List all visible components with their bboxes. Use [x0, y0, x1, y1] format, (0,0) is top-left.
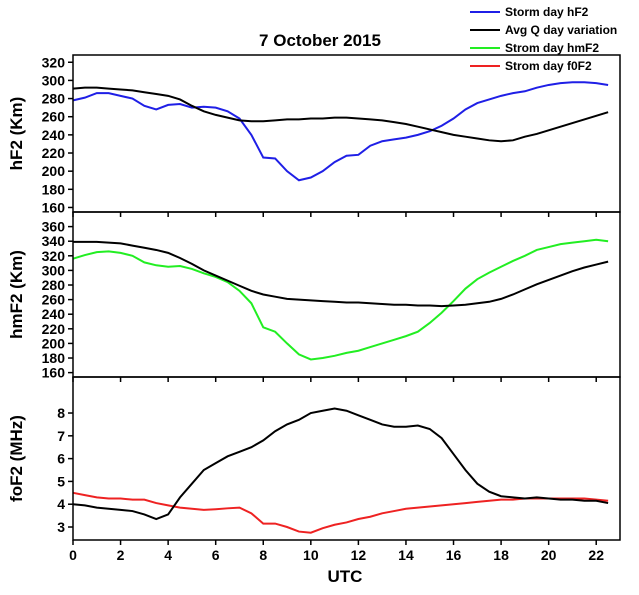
y-axis-label: foF2 (MHz)	[7, 415, 26, 502]
y-tick-label: 200	[42, 335, 66, 351]
y-tick-label: 260	[42, 292, 66, 308]
x-axis-label: UTC	[328, 567, 363, 586]
y-tick-label: 300	[42, 262, 66, 278]
y-tick-label: 160	[42, 365, 66, 381]
series-line	[72, 81, 609, 182]
y-tick-label: 360	[42, 219, 66, 235]
series-line	[72, 491, 609, 534]
chart-title: 7 October 2015	[259, 31, 381, 50]
y-tick-label: 5	[57, 473, 65, 489]
y-tick-label: 280	[42, 277, 66, 293]
y-tick-label: 220	[42, 145, 66, 161]
x-tick-label: 6	[212, 547, 220, 563]
y-tick-label: 260	[42, 109, 66, 125]
y-tick-label: 240	[42, 127, 66, 143]
series-line	[72, 86, 609, 143]
y-tick-label: 180	[42, 350, 66, 366]
x-tick-label: 10	[303, 547, 319, 563]
series-line	[72, 407, 609, 521]
y-tick-label: 200	[42, 163, 66, 179]
x-tick-label: 4	[164, 547, 172, 563]
x-tick-label: 18	[493, 547, 509, 563]
series-line	[73, 240, 609, 308]
y-tick-label: 220	[42, 321, 66, 337]
legend-label: Strom day f0F2	[505, 59, 592, 73]
legend-label: Storm day hF2	[505, 5, 589, 19]
y-tick-label: 160	[42, 199, 66, 215]
legend-label: Avg Q day variation	[505, 23, 617, 37]
y-axis-label: hmF2 (Km)	[7, 250, 26, 339]
y-tick-label: 240	[42, 306, 66, 322]
y-tick-label: 280	[42, 91, 66, 107]
y-tick-label: 4	[57, 496, 65, 512]
x-tick-label: 20	[541, 547, 557, 563]
y-axis-label: hF2 (Km)	[7, 97, 26, 171]
series-line	[72, 238, 609, 361]
legend-label: Strom day hmF2	[505, 41, 599, 55]
y-tick-label: 300	[42, 72, 66, 88]
y-tick-label: 7	[57, 428, 65, 444]
plot-frame	[72, 376, 621, 541]
x-tick-label: 12	[351, 547, 367, 563]
y-tick-label: 6	[57, 451, 65, 467]
y-tick-label: 320	[42, 248, 66, 264]
x-tick-label: 22	[588, 547, 604, 563]
y-tick-label: 320	[42, 54, 66, 70]
y-tick-label: 340	[42, 233, 66, 249]
x-tick-label: 2	[117, 547, 125, 563]
y-tick-label: 8	[57, 405, 65, 421]
x-tick-label: 16	[446, 547, 462, 563]
x-tick-label: 14	[398, 547, 414, 563]
x-tick-label: 0	[69, 547, 77, 563]
y-tick-label: 180	[42, 181, 66, 197]
x-tick-label: 8	[259, 547, 267, 563]
y-tick-label: 3	[57, 519, 65, 535]
